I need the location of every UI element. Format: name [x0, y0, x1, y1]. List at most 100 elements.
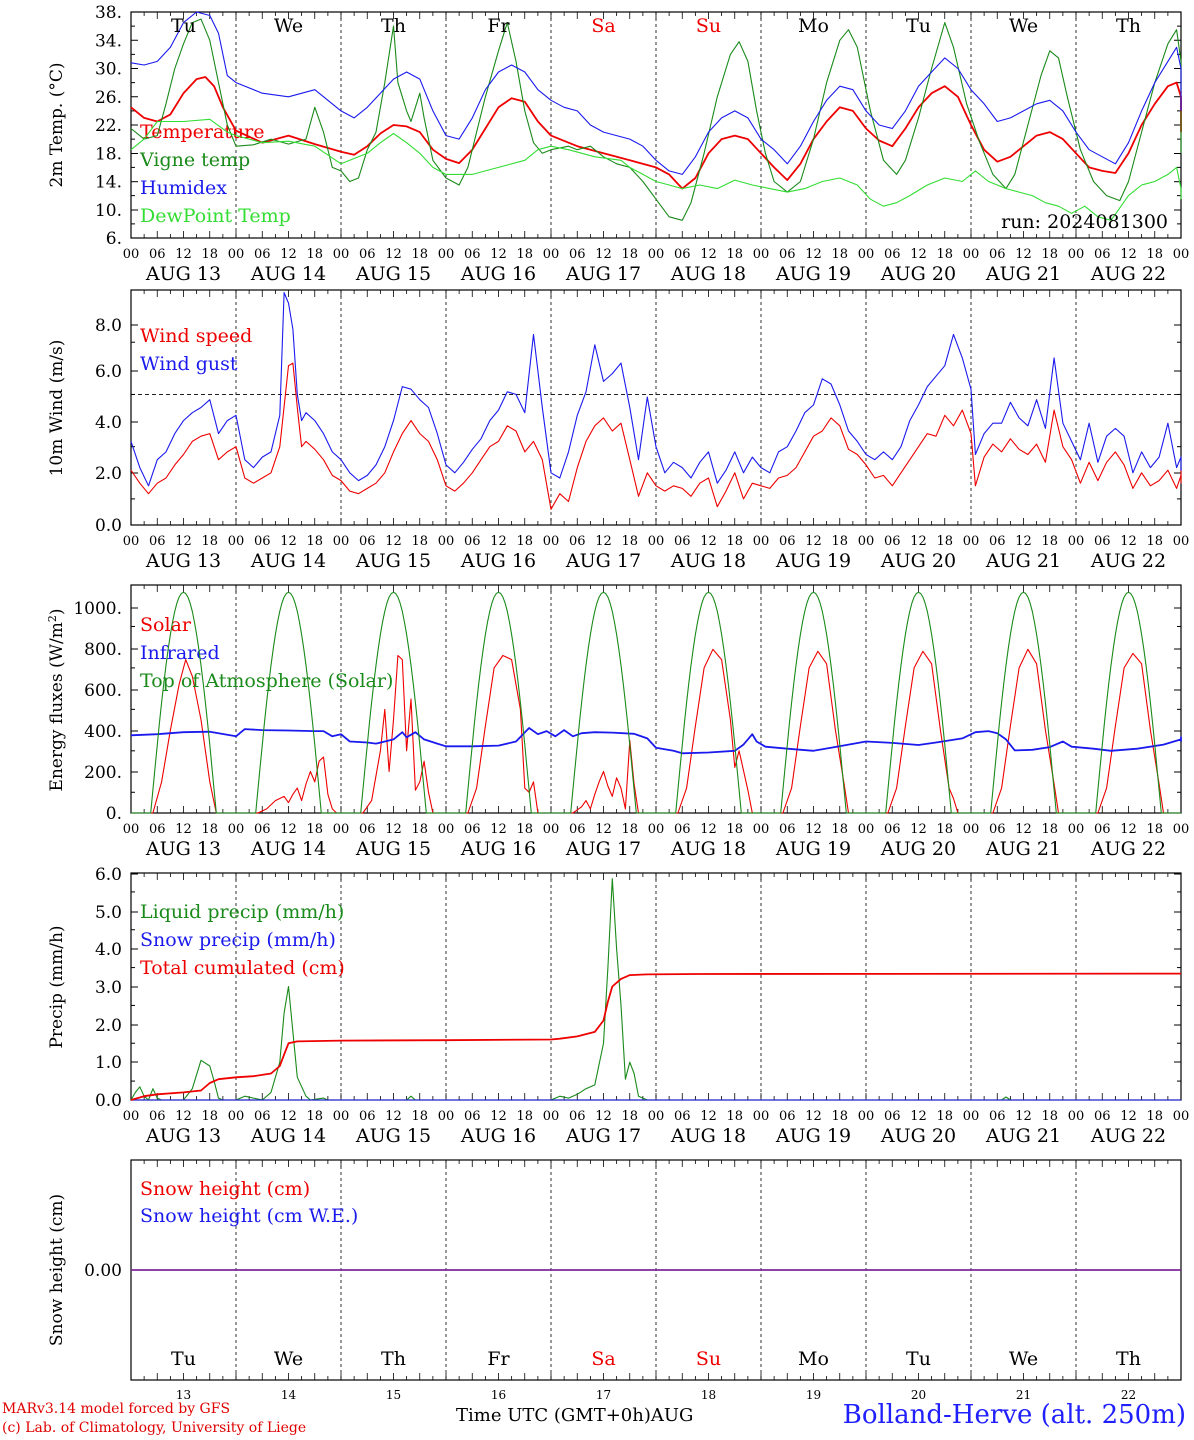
weekday-label: Th — [381, 15, 406, 37]
x-hour-label: 18 — [621, 822, 638, 837]
x-date-label: AUG 13 — [145, 550, 221, 572]
x-date-label: AUG 21 — [985, 838, 1061, 860]
x-hour-label: 00 — [333, 1109, 350, 1124]
x-hour-label: 06 — [359, 822, 376, 837]
series-line-liquid-precip-mm-h- — [130, 878, 1181, 1101]
weekday-label: We — [274, 15, 303, 37]
x-hour-label: 06 — [464, 247, 481, 262]
x-date-label: AUG 16 — [460, 838, 536, 860]
x-hour-label: 00 — [1068, 1109, 1085, 1124]
x-hour-label: 06 — [254, 822, 271, 837]
x-hour-label: 18 — [516, 822, 533, 837]
x-hour-label: 12 — [490, 247, 507, 262]
weekday-label: Th — [1116, 1348, 1141, 1370]
x-hour-label: 12 — [175, 822, 192, 837]
y-axis-label: 2m Temp. (°C) — [47, 62, 67, 187]
x-hour-label: 12 — [910, 534, 927, 549]
x-hour-label: 00 — [963, 1109, 980, 1124]
y-tick-label: 26. — [95, 88, 122, 108]
weekday-label: Fr — [487, 15, 510, 37]
x-hour-label: 06 — [464, 1109, 481, 1124]
series-line-humidex — [130, 11, 1182, 175]
x-hour-label: 18 — [831, 247, 848, 262]
x-hour-label: 06 — [779, 534, 796, 549]
x-hour-label: 18 — [936, 247, 953, 262]
x-date-label: AUG 19 — [775, 1125, 851, 1147]
weekday-label: We — [274, 1348, 303, 1370]
x-hour-label: 12 — [1015, 822, 1032, 837]
series-line-wind-speed — [130, 362, 1182, 510]
legend-snow-height-cm-: Snow height (cm) — [140, 1178, 310, 1200]
day-number-label: 18 — [701, 1388, 716, 1402]
x-hour-label: 00 — [648, 1109, 665, 1124]
x-hour-label: 06 — [989, 822, 1006, 837]
x-hour-label: 06 — [569, 822, 586, 837]
x-date-label: AUG 17 — [565, 838, 641, 860]
y-axis-label: Energy fluxes (W/m2) — [46, 608, 68, 791]
x-hour-label: 12 — [595, 1109, 612, 1124]
weekday-label: Fr — [487, 1348, 510, 1370]
x-hour-label: 12 — [700, 247, 717, 262]
x-axis-title-text: Time UTC (GMT+0h) — [456, 1405, 651, 1426]
x-hour-label: 00 — [753, 822, 770, 837]
x-hour-label: 06 — [569, 1109, 586, 1124]
x-hour-label: 12 — [805, 247, 822, 262]
x-hour-label: 00 — [753, 1109, 770, 1124]
x-hour-label: 06 — [989, 1109, 1006, 1124]
day-number-label: 22 — [1121, 1388, 1136, 1402]
weekday-label: Tu — [906, 15, 931, 37]
legend-snow-height-cm-w-e-: Snow height (cm W.E.) — [140, 1205, 358, 1227]
x-hour-label: 00 — [1173, 247, 1190, 262]
x-hour-label: 00 — [753, 247, 770, 262]
x-hour-label: 00 — [648, 247, 665, 262]
x-hour-label: 06 — [884, 822, 901, 837]
day-number-label: 14 — [281, 1388, 297, 1402]
y-tick-label: 14. — [95, 173, 122, 193]
series-line-wind-gust — [130, 292, 1182, 487]
x-hour-label: 00 — [123, 1109, 140, 1124]
day-number-label: 19 — [806, 1388, 821, 1402]
x-date-label: AUG 19 — [775, 550, 851, 572]
x-hour-label: 06 — [569, 247, 586, 262]
x-hour-label: 06 — [149, 247, 166, 262]
x-hour-label: 00 — [228, 822, 245, 837]
x-date-label: AUG 15 — [355, 263, 431, 285]
x-hour-label: 12 — [175, 1109, 192, 1124]
x-hour-label: 00 — [858, 1109, 875, 1124]
x-hour-label: 00 — [1173, 534, 1190, 549]
weekday-label: Su — [696, 15, 721, 37]
y-tick-label: 5.0 — [95, 903, 122, 923]
x-hour-label: 00 — [543, 1109, 560, 1124]
x-hour-label: 18 — [936, 1109, 953, 1124]
y-tick-label: 0.0 — [95, 1091, 122, 1111]
y-tick-label: 400. — [84, 722, 122, 742]
x-hour-label: 00 — [648, 822, 665, 837]
x-date-label: AUG 19 — [775, 838, 851, 860]
x-hour-label: 18 — [831, 822, 848, 837]
y-axis-label: Precip (mm/h) — [47, 925, 67, 1048]
x-hour-label: 06 — [779, 1109, 796, 1124]
x-hour-label: 00 — [1068, 822, 1085, 837]
x-date-label: AUG 13 — [145, 263, 221, 285]
x-axis-title: Time UTC (GMT+0h)AUG — [456, 1405, 693, 1426]
x-hour-label: 06 — [674, 247, 691, 262]
y-tick-label: 1.0 — [95, 1053, 122, 1073]
x-hour-label: 12 — [1015, 1109, 1032, 1124]
x-hour-label: 18 — [1041, 1109, 1058, 1124]
x-hour-label: 18 — [201, 534, 218, 549]
x-hour-label: 12 — [1120, 1109, 1137, 1124]
x-hour-label: 00 — [228, 247, 245, 262]
y-tick-label: 4.0 — [95, 413, 122, 433]
x-hour-label: 18 — [1146, 534, 1163, 549]
y-tick-label: 6.0 — [95, 865, 122, 885]
x-hour-label: 12 — [700, 822, 717, 837]
x-hour-label: 00 — [648, 534, 665, 549]
x-hour-label: 00 — [858, 822, 875, 837]
y-tick-label: 0. — [106, 804, 122, 824]
x-hour-label: 06 — [359, 534, 376, 549]
weekday-label: Sa — [591, 1348, 615, 1370]
x-date-label: AUG 22 — [1090, 263, 1166, 285]
x-hour-label: 12 — [1015, 534, 1032, 549]
x-hour-label: 18 — [936, 534, 953, 549]
x-hour-label: 00 — [1173, 822, 1190, 837]
